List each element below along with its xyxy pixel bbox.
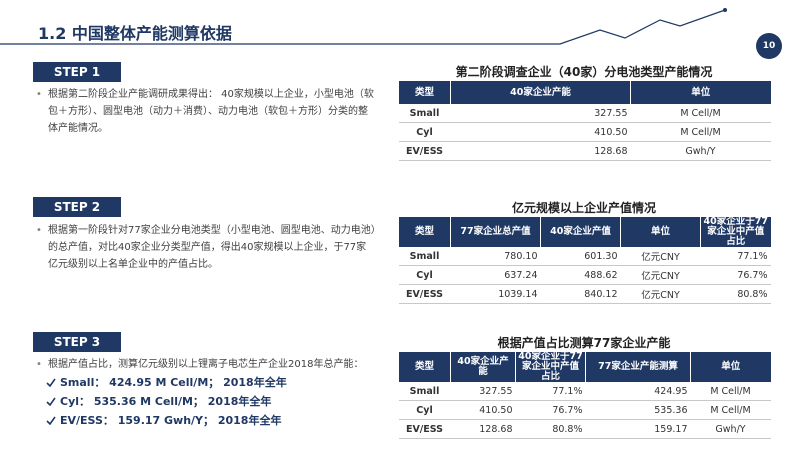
column-header: 77家企业总产值 bbox=[450, 217, 541, 247]
row-label: EV/ESS bbox=[398, 419, 451, 439]
column-header: 40家企业于77家企业中产值占比 bbox=[515, 352, 586, 382]
header-row: 类型 77家企业总产值 40家企业产值 单位 40家企业于77家企业中产值占比 bbox=[398, 217, 771, 247]
column-header: 40家企业于77家企业中产值占比 bbox=[700, 217, 771, 247]
cell: 亿元CNY bbox=[620, 284, 701, 304]
row-label: EV/ESS bbox=[398, 141, 451, 161]
page-number: 10 bbox=[756, 33, 782, 59]
table-row: EV/ESS 128.68 80.8% 159.17 Gwh/Y bbox=[398, 419, 771, 439]
row-label: Small bbox=[398, 104, 451, 123]
cell: 535.36 bbox=[585, 400, 691, 420]
row-label: Cyl bbox=[398, 265, 451, 285]
header-line bbox=[0, 8, 727, 45]
cell: 159.17 bbox=[585, 419, 691, 439]
step-label: STEP 3 bbox=[33, 332, 121, 352]
bullet: • bbox=[36, 225, 42, 236]
check-icon bbox=[46, 397, 56, 406]
column-header: 单位 bbox=[620, 217, 701, 247]
data-table: 类型 40家企业产能 40家企业于77家企业中产值占比 77家企业产能测算 单位 Smal… bbox=[398, 352, 771, 439]
bullet-text: 根据第一阶段针对77家企业分电池类型（小型电池、圆型电池、动力电池）的总产值，对… bbox=[48, 225, 376, 270]
row-label: Cyl bbox=[398, 122, 451, 142]
bullet: • bbox=[36, 359, 42, 370]
column-header: 40家企业产能 bbox=[450, 81, 631, 104]
table-row: Small 327.55 77.1% 424.95 M Cell/M bbox=[398, 382, 771, 401]
cell: 488.62 bbox=[540, 265, 621, 285]
cell: 80.8% bbox=[515, 419, 586, 439]
check-icon bbox=[46, 378, 56, 387]
cell: 亿元CNY bbox=[620, 265, 701, 285]
column-header: 单位 bbox=[630, 81, 771, 104]
cell: 80.8% bbox=[700, 284, 771, 304]
column-header: 77家企业产能测算 bbox=[585, 352, 691, 382]
table-row: Cyl 637.24 488.62 亿元CNY 76.7% bbox=[398, 265, 771, 285]
row-label: EV/ESS bbox=[398, 284, 451, 304]
cell: 840.12 bbox=[540, 284, 621, 304]
step-label: STEP 2 bbox=[33, 197, 121, 217]
table-row: Cyl 410.50 76.7% 535.36 M Cell/M bbox=[398, 400, 771, 420]
step-text: • 根据第一阶段针对77家企业分电池类型（小型电池、圆型电池、动力电池）的总产值，… bbox=[36, 222, 376, 273]
cell: 亿元CNY bbox=[620, 247, 701, 266]
table-row: EV/ESS 128.68 Gwh/Y bbox=[398, 141, 771, 161]
cell: 424.95 bbox=[585, 382, 691, 401]
table-block: 根据产值占比测算77家企业产能类型 40家企业产能 40家企业于77家企业中产值占比… bbox=[398, 334, 771, 439]
column-header: 40家企业产值 bbox=[540, 217, 621, 247]
cell: 410.50 bbox=[450, 122, 631, 142]
cell: 76.7% bbox=[700, 265, 771, 285]
table-title: 根据产值占比测算77家企业产能 bbox=[497, 336, 671, 350]
check-item: Small： 424.95 M Cell/M； 2018年全年 bbox=[36, 373, 376, 392]
bullet-text: 根据产值占比，测算亿元级别以上锂离子电芯生产企业2018年总产能： bbox=[48, 359, 364, 370]
cell: M Cell/M bbox=[690, 382, 771, 401]
cell: Gwh/Y bbox=[690, 419, 771, 439]
cell: 1039.14 bbox=[450, 284, 541, 304]
cell: 327.55 bbox=[450, 104, 631, 123]
row-label: Small bbox=[398, 247, 451, 266]
table-block: 第二阶段调查企业（40家）分电池类型产能情况 类型 40家企业产能 单位 Small 32… bbox=[398, 63, 771, 161]
check-item: Cyl： 535.36 M Cell/M； 2018年全年 bbox=[36, 392, 376, 411]
cell: M Cell/M bbox=[630, 122, 771, 142]
header-row: 类型 40家企业产能 40家企业于77家企业中产值占比 77家企业产能测算 单位 bbox=[398, 352, 771, 382]
cell: 601.30 bbox=[540, 247, 621, 266]
table-title: 亿元规模以上企业产值情况 bbox=[511, 201, 656, 215]
column-header: 类型 bbox=[398, 352, 451, 382]
column-header: 类型 bbox=[398, 81, 451, 104]
cell: 410.50 bbox=[450, 400, 516, 420]
row-label: Cyl bbox=[398, 400, 451, 420]
slide-title: 1.2 中国整体产能测算依据 bbox=[38, 24, 232, 43]
cell: Gwh/Y bbox=[630, 141, 771, 161]
column-header: 类型 bbox=[398, 217, 451, 247]
table-row: Small 780.10 601.30 亿元CNY 77.1% bbox=[398, 247, 771, 266]
step-label: STEP 1 bbox=[33, 62, 121, 82]
cell: M Cell/M bbox=[690, 400, 771, 420]
table-block: 亿元规模以上企业产值情况类型 77家企业总产值 40家企业产值 单位 40家企业于77家… bbox=[398, 199, 771, 304]
table-row: EV/ESS 1039.14 840.12 亿元CNY 80.8% bbox=[398, 284, 771, 304]
step-text: • 根据产值占比，测算亿元级别以上锂离子电芯生产企业2018年总产能： Small：… bbox=[36, 356, 376, 430]
data-table: 类型 40家企业产能 单位 Small 327.55 M Cell/M Cyl 410.50 M… bbox=[398, 81, 771, 161]
data-table: 类型 77家企业总产值 40家企业产值 单位 40家企业于77家企业中产值占比 Small… bbox=[398, 217, 771, 304]
cell: 128.68 bbox=[450, 141, 631, 161]
table-title: 第二阶段调查企业（40家）分电池类型产能情况 bbox=[455, 65, 713, 79]
check-icon bbox=[46, 416, 56, 425]
step-text: • 根据第二阶段企业产能调研成果得出： 40家规模以上企业，小型电池（软包＋方形）… bbox=[36, 86, 376, 137]
row-label: Small bbox=[398, 382, 451, 401]
bullet: • bbox=[36, 89, 42, 100]
cell: 77.1% bbox=[515, 382, 586, 401]
cell: 76.7% bbox=[515, 400, 586, 420]
bullet-text: 根据第二阶段企业产能调研成果得出： 40家规模以上企业，小型电池（软包＋方形）、… bbox=[48, 89, 374, 134]
column-header: 40家企业产能 bbox=[450, 352, 516, 382]
cell: 77.1% bbox=[700, 247, 771, 266]
table-row: Small 327.55 M Cell/M bbox=[398, 104, 771, 123]
cell: 637.24 bbox=[450, 265, 541, 285]
header-row: 类型 40家企业产能 单位 bbox=[398, 81, 771, 104]
cell: 128.68 bbox=[450, 419, 516, 439]
cell: 327.55 bbox=[450, 382, 516, 401]
cell: 780.10 bbox=[450, 247, 541, 266]
check-item: EV/ESS： 159.17 Gwh/Y； 2018年全年 bbox=[36, 411, 376, 430]
column-header: 单位 bbox=[690, 352, 771, 382]
cell: M Cell/M bbox=[630, 104, 771, 123]
table-row: Cyl 410.50 M Cell/M bbox=[398, 122, 771, 142]
